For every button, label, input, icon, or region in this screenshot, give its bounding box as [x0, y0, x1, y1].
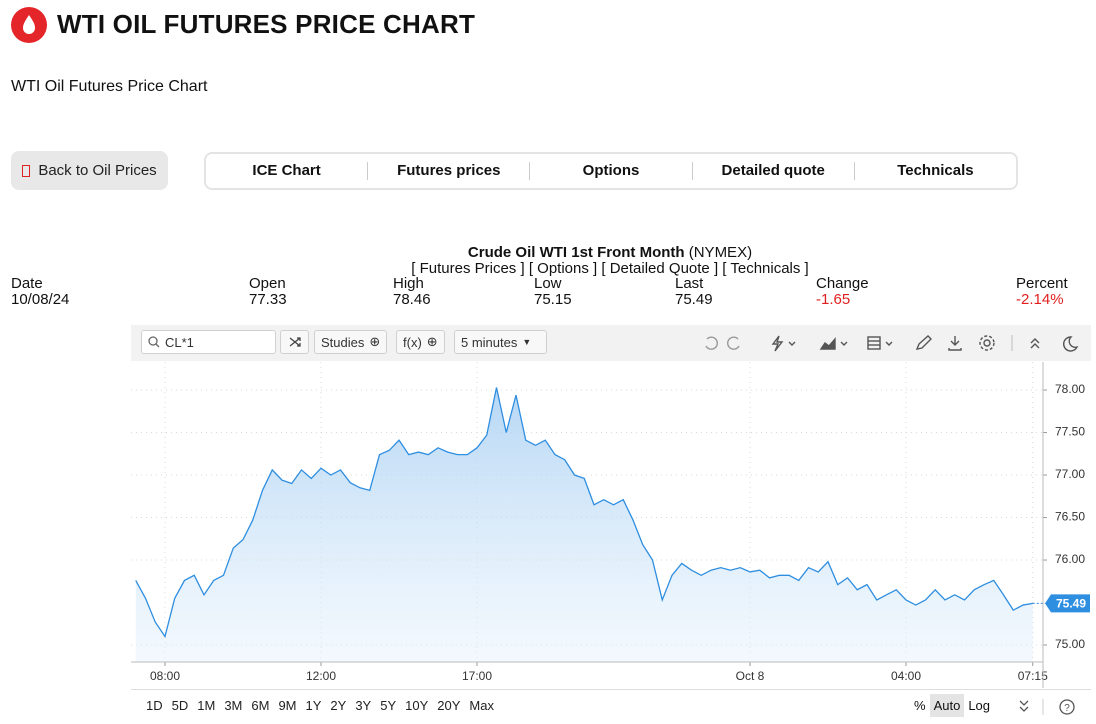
functions-button[interactable]: f(x) ⊕ [396, 330, 445, 354]
tab[interactable]: Options [530, 162, 693, 180]
x-tick-label: Oct 8 [736, 669, 765, 683]
range-option[interactable]: 10Y [405, 698, 429, 713]
range-option[interactable]: 3M [224, 698, 243, 713]
range-option[interactable]: 1M [197, 698, 216, 713]
range-option[interactable]: 9M [278, 698, 297, 713]
field-value: 75.49 [675, 291, 713, 308]
range-option[interactable]: 5Y [380, 698, 397, 713]
field-label: Change [816, 275, 869, 292]
quote-field: Last 75.49 [675, 276, 713, 308]
compare-button[interactable] [280, 330, 309, 354]
quote-field: Percent -2.14% [1016, 276, 1068, 308]
quote-exchange: (NYMEX) [688, 244, 753, 261]
y-tick-label: 78.00 [1055, 382, 1085, 396]
y-tick-label: 75.00 [1055, 637, 1085, 651]
footer-icons[interactable]: ? [1015, 697, 1085, 717]
field-value: -1.65 [816, 291, 851, 308]
quote-heading: Crude Oil WTI 1st Front Month (NYMEX) [0, 244, 1096, 261]
field-label: Open [249, 275, 286, 292]
range-option[interactable]: 20Y [437, 698, 461, 713]
functions-label: f(x) [403, 334, 422, 350]
x-tick-label: 04:00 [891, 669, 921, 683]
x-tick-label: 07:15 [1018, 669, 1048, 683]
quote-field: Date 10/08/24 [11, 276, 69, 308]
y-tick-label: 77.00 [1055, 467, 1085, 481]
x-tick-label: 12:00 [306, 669, 336, 683]
price-chart: 75.00 76.00 76.50 77.00 77.50 78.00 08:00 12:00… [131, 362, 1090, 688]
range-option[interactable]: 1D [146, 698, 163, 713]
chart-toolbar: CL*1 Studies ⊕ f(x) ⊕ 5 minutes ▼ [131, 325, 1091, 361]
field-label: Low [534, 275, 562, 292]
back-button-label: Back to Oil Prices [38, 162, 157, 179]
quote-field: High 78.46 [393, 276, 431, 308]
svg-text:?: ? [1064, 703, 1070, 714]
symbol: CL*1 [165, 334, 194, 350]
field-value: 78.46 [393, 291, 431, 308]
scale-selector: % Auto Log [910, 694, 994, 717]
quote-field: Open 77.33 [249, 276, 287, 308]
quote-field: Low 75.15 [534, 276, 572, 308]
x-tick-label: 17:00 [462, 669, 492, 683]
field-label: High [393, 275, 424, 292]
scale-option[interactable]: % [914, 698, 926, 713]
logo-icon [11, 7, 47, 43]
studies-button[interactable]: Studies ⊕ [314, 330, 388, 354]
range-selector: 1D 5D 1M 3M 6M 9M 1Y 2Y 3Y 5Y 10Y 20Y Max [146, 698, 503, 713]
range-option[interactable]: 6M [251, 698, 270, 713]
quote-field: Change -1.65 [816, 276, 869, 308]
range-option[interactable]: Max [469, 698, 494, 713]
quote-link[interactable]: [ Futures Prices ] [411, 260, 525, 277]
quote-link[interactable]: [ Technicals ] [722, 260, 809, 277]
interval-button[interactable]: 5 minutes ▼ [454, 330, 547, 354]
range-option[interactable]: 1Y [305, 698, 322, 713]
page-title: WTI OIL FUTURES PRICE CHART [57, 9, 476, 39]
studies-label: Studies [321, 334, 365, 350]
range-option[interactable]: 5D [171, 698, 189, 713]
y-tick-label: 76.00 [1055, 552, 1085, 566]
page-subtitle: WTI Oil Futures Price Chart [11, 78, 208, 95]
tab-bar: ICE Chart Futures prices Options Detailed q… [204, 152, 1018, 190]
field-label: Date [11, 275, 43, 292]
tab[interactable]: Futures prices [368, 162, 531, 180]
field-value: -2.14% [1016, 291, 1064, 308]
quote-links: [ Futures Prices ] [ Options ] [ Detaile… [0, 260, 1096, 277]
y-tick-label: 76.50 [1055, 510, 1085, 524]
x-tick-label: 08:00 [150, 669, 180, 683]
symbol-search[interactable]: CL*1 [141, 330, 276, 354]
range-option[interactable]: 3Y [355, 698, 372, 713]
last-price-label: 75.49 [1056, 597, 1086, 611]
scale-option[interactable]: Auto [929, 694, 965, 717]
y-tick-label: 77.50 [1055, 425, 1085, 439]
range-bar-divider [131, 689, 1091, 690]
field-label: Percent [1016, 275, 1068, 292]
back-button[interactable]: Back to Oil Prices [11, 151, 168, 190]
toolbar-icons[interactable] [701, 333, 1081, 353]
tab[interactable]: Detailed quote [693, 162, 855, 180]
quote-link[interactable]: [ Options ] [528, 260, 598, 277]
area-fill [135, 387, 1033, 662]
field-value: 10/08/24 [11, 291, 70, 308]
scale-option[interactable]: Log [968, 698, 991, 713]
quote-link[interactable]: [ Detailed Quote ] [601, 260, 719, 277]
tab[interactable]: ICE Chart [206, 162, 369, 180]
interval-label: 5 minutes [461, 334, 518, 350]
last-price-tag [1045, 594, 1090, 613]
price-line [135, 387, 1033, 639]
field-label: Last [675, 275, 704, 292]
field-value: 77.33 [249, 291, 287, 308]
tab[interactable]: Technicals [897, 162, 974, 179]
field-value: 75.15 [534, 291, 572, 308]
quote-name: Crude Oil WTI 1st Front Month [467, 244, 685, 261]
range-option[interactable]: 2Y [330, 698, 347, 713]
